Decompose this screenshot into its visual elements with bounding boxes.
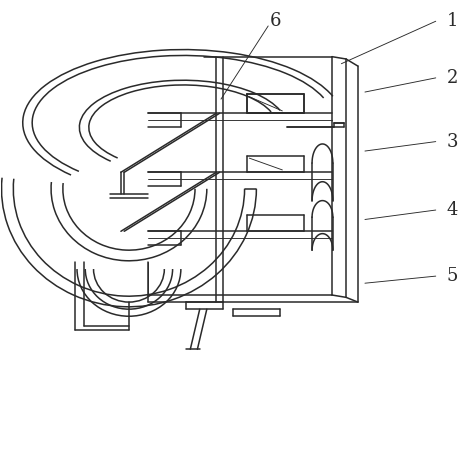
Text: 1: 1 <box>446 12 458 30</box>
Text: 2: 2 <box>446 69 458 87</box>
Text: 5: 5 <box>446 267 458 285</box>
Text: 4: 4 <box>446 201 458 219</box>
Text: 3: 3 <box>446 133 458 151</box>
Text: 6: 6 <box>269 12 281 30</box>
